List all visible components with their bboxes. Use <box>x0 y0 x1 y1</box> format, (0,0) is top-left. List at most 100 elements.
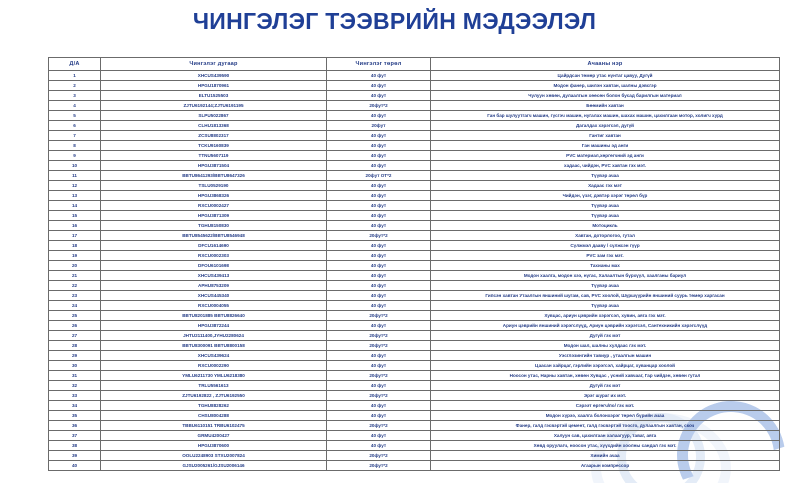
container-type-cell: 40 фут <box>326 410 431 421</box>
table-row: 10 HPGU3871504 40 фут хадаас, чийдэн, PVC х… <box>48 160 780 171</box>
cargo-name-cell: Түүвэр ачаа <box>430 170 780 181</box>
cargo-name-cell: Халуун сав, цахилгаан халаагуур, таваг, … <box>430 430 780 441</box>
container-number-cell: DFCU1614690 <box>100 240 327 251</box>
row-number-cell: 31 <box>48 370 101 381</box>
row-number-cell: 29 <box>48 350 101 361</box>
cargo-name-cell: Ноосон утас, Нарны хавтан, хөвөн Хувцас … <box>430 370 780 381</box>
cargo-name-cell: Цайрдсан төмөр утас нүнтаг цавуу, Дугүй <box>430 70 780 81</box>
table-row: 8 TCKU9160839 40 фут Ган машины эд анги <box>48 140 780 151</box>
container-number-cell: TCKU9160839 <box>100 140 327 151</box>
table-row: 25 BBTU8201885 BBTU8826640 20фут*2 Хувцас, … <box>48 310 780 321</box>
table-row: 15 HPGU3871309 40 фут Түүвэр ачаа <box>48 210 780 221</box>
container-number-cell: HPGU3870600 <box>100 440 327 451</box>
container-type-cell: 40 фут <box>326 130 431 141</box>
table-row: 21 XHCUS439413 40 фут Модон хаалга, модон х… <box>48 270 780 281</box>
row-number-cell: 16 <box>48 220 101 231</box>
cargo-name-cell: Сүлжмэл дааву / сүлжсэн гүүр <box>430 240 780 251</box>
container-number-cell: CHSU8004288 <box>100 410 327 421</box>
table-row: 1 XHCUS439590 40 фут Цайрдсан төмөр утас нү… <box>48 70 780 81</box>
container-number-cell: XHCUS439624 <box>100 350 327 361</box>
container-type-cell: 40 фут <box>326 110 431 121</box>
row-number-cell: 15 <box>48 210 101 221</box>
cargo-name-cell: Хадаас гэх мэт <box>430 180 780 191</box>
table-row: 13 HPGU3868326 40 фут Чийдэн, үзэг, дэвтэр … <box>48 190 780 201</box>
cargo-name-cell: хадаас, чийдэн, PVC хавтан гэх мэт. <box>430 160 780 171</box>
container-type-cell: 20фут*2 <box>326 390 431 401</box>
cargo-name-cell: Ган машины эд анги <box>430 140 780 151</box>
table-row: 22 APHU8753209 40 фут Түүвэр ачаа <box>48 280 780 291</box>
container-number-cell: BBTU8300091 BBTU8800158 <box>100 340 327 351</box>
container-type-cell: 20фут*2 <box>326 100 431 111</box>
container-number-cell: JHTU2111400,JYHU2280624 <box>100 330 327 341</box>
container-number-cell: TRLU5561613 <box>100 380 327 391</box>
container-type-cell: 20фут*2 <box>326 370 431 381</box>
row-number-cell: 13 <box>48 190 101 201</box>
cargo-name-cell: Гантиг хавтан <box>430 130 780 141</box>
container-number-cell: RXCU0004055 <box>100 300 327 311</box>
row-number-cell: 37 <box>48 430 101 441</box>
container-type-cell: 40 фут <box>326 220 431 231</box>
container-number-cell: BBTU8641293/BBTU8647326 <box>100 170 327 181</box>
container-number-cell: RXCU0002427 <box>100 200 327 211</box>
cargo-name-cell: Уэсглэзингийн тавиур , утаалгын машин <box>430 350 780 361</box>
container-number-cell: BBTU8201885 BBTU8826640 <box>100 310 327 321</box>
cargo-name-cell: Цаасан хайрцаг, гэрлийн хэрэгсэл, хайрца… <box>430 360 780 371</box>
row-number-cell: 11 <box>48 170 101 181</box>
cargo-name-cell: Модон фанер, шилэн хавтан, шалны дэвсгэр <box>430 80 780 91</box>
table-row: 19 RXCU0002303 40 фут PVC зам гэх мэт. <box>48 250 780 261</box>
table-row: 35 CHSU8004288 40 фут Модон хүрээ, хаалга б… <box>48 410 780 421</box>
column-header-cargo: Ачааны нэр <box>430 57 780 71</box>
container-number-cell: BBTU8545622/BBTU8546948 <box>100 230 327 241</box>
row-number-cell: 28 <box>48 340 101 351</box>
cargo-name-cell: Агаарын компрессор <box>430 460 780 471</box>
container-type-cell: 40 фут <box>326 180 431 191</box>
container-type-cell: 40 фут <box>326 240 431 251</box>
container-number-cell: TSLU0529190 <box>100 180 327 191</box>
row-number-cell: 33 <box>48 390 101 401</box>
cargo-name-cell: PVC материал,хөргөгчний эд анги <box>430 150 780 161</box>
cargo-name-cell: Эрэг шураг их мэт. <box>430 390 780 401</box>
row-number-cell: 2 <box>48 80 101 91</box>
table-row: 7 ZCSU8802317 40 фут Гантиг хавтан <box>48 130 780 141</box>
container-type-cell: 40 фут <box>326 190 431 201</box>
container-type-cell: 40 фут <box>326 300 431 311</box>
container-number-cell: OOLU2248903 STXU2007824 <box>100 450 327 461</box>
container-number-cell: TGHU8150830 <box>100 220 327 231</box>
table-row: 24 RXCU0004055 40 фут Түүвэр ачаа <box>48 300 780 311</box>
container-type-cell: 40 фут <box>326 90 431 101</box>
row-number-cell: 9 <box>48 150 101 161</box>
table-row: 3 ELTU1525503 40 фут Чулуун хөвөн, дулаалгы… <box>48 90 780 101</box>
table-row: 2 HPGU1870961 40 фут Модон фанер, шилэн хав… <box>48 80 780 91</box>
row-number-cell: 19 <box>48 250 101 261</box>
container-number-cell: DFOU6101698 <box>100 260 327 271</box>
cargo-name-cell: Дугүй гэх мэт <box>430 380 780 391</box>
cargo-name-cell: Ган бар шулуутгагч машин, гүсгэч машин, … <box>430 110 780 121</box>
container-shipment-table-wrap: Д/А Чингэлэг дугаар Чингэлэг төрөл Ачаан… <box>48 57 780 471</box>
row-number-cell: 8 <box>48 140 101 151</box>
table-row: 20 DFOU6101698 40 фут Тахианы мах <box>48 260 780 271</box>
container-number-cell: SLPU5022867 <box>100 110 327 121</box>
table-row: 36 TBBU6110151 TRBU6102475 20фут*2 Фанер, г… <box>48 420 780 431</box>
table-row: 33 ZJTU6192822 , ZJTU6192550 20фут*2 Эрэг ш… <box>48 390 780 401</box>
row-number-cell: 1 <box>48 70 101 81</box>
cargo-name-cell: Гипсэн хавтан Утаалгын яншиний шугам, са… <box>430 290 780 301</box>
table-row: 39 OOLU2248903 STXU2007824 20фут*2 Химийн а… <box>48 450 780 461</box>
cargo-name-cell: Дугүй гэх мэт <box>430 330 780 341</box>
container-type-cell: 40 фут <box>326 380 431 391</box>
container-type-cell: 40 фут <box>326 160 431 171</box>
row-number-cell: 35 <box>48 410 101 421</box>
row-number-cell: 17 <box>48 230 101 241</box>
container-type-cell: 20фут*2 <box>326 340 431 351</box>
container-number-cell: APHU8753209 <box>100 280 327 291</box>
row-number-cell: 23 <box>48 290 101 301</box>
table-header-row: Д/А Чингэлэг дугаар Чингэлэг төрөл Ачаан… <box>48 57 780 71</box>
table-row: 12 TSLU0529190 40 фут Хадаас гэх мэт <box>48 180 780 191</box>
row-number-cell: 32 <box>48 380 101 391</box>
container-type-cell: 40 фут <box>326 260 431 271</box>
container-type-cell: 40 фут <box>326 320 431 331</box>
cargo-name-cell: Модон шал, шалны хулдаас гэх мэт. <box>430 340 780 351</box>
container-type-cell: 40 фут <box>326 200 431 211</box>
container-number-cell: HPGU1870961 <box>100 80 327 91</box>
container-type-cell: 20фут*2 <box>326 450 431 461</box>
container-number-cell: XHCUS445340 <box>100 290 327 301</box>
